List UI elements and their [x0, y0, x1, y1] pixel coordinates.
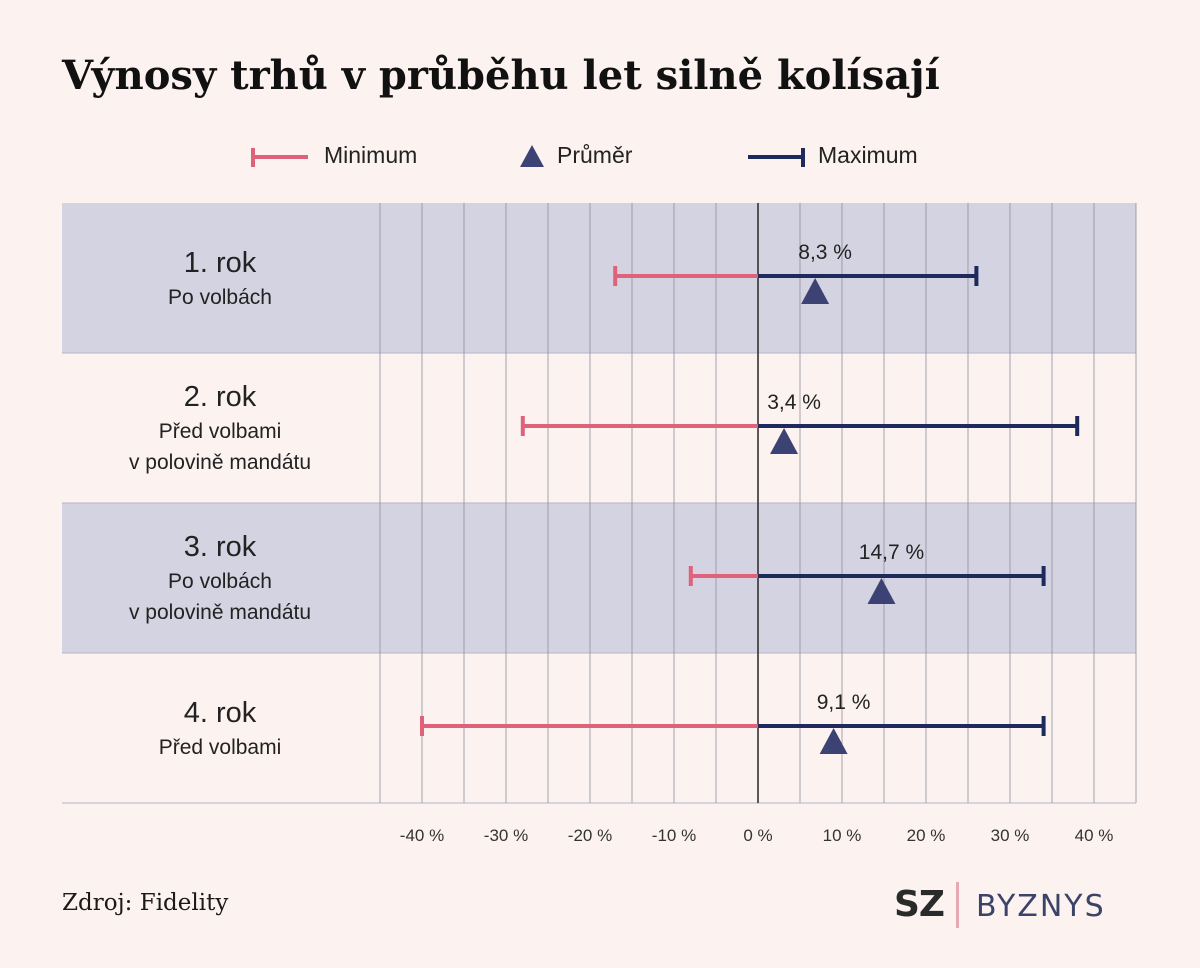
row-sublabel: v polovině mandátu	[129, 451, 311, 474]
row-label: 4. rok	[184, 697, 257, 729]
legend-minimum: Minimum	[250, 136, 417, 176]
range-chart: -40 % -30 % -20 % -10 % 0 % 10 % 20 % 30 % 40 % 1…	[62, 203, 1137, 845]
average-label: 3,4 %	[767, 391, 821, 414]
average-label: 8,3 %	[798, 241, 852, 264]
legend-minimum-marker	[251, 148, 308, 167]
logo-byznys-text: BYZNYS	[976, 889, 1106, 924]
row-sublabel: v polovině mandátu	[129, 601, 311, 624]
legend-maximum-label: Maximum	[818, 142, 918, 168]
row-sublabel: Po volbách	[168, 286, 272, 309]
row-label: 2. rok	[184, 381, 257, 413]
legend-minimum-label: Minimum	[324, 142, 418, 168]
x-tick-label: -10 %	[652, 826, 696, 845]
row-sublabel: Před volbami	[159, 420, 282, 443]
legend: Minimum Průměr Maximum	[0, 136, 1200, 176]
x-tick-label: -40 %	[400, 826, 444, 845]
source-note: Zdroj: Fidelity	[62, 890, 229, 916]
x-tick-label: 20 %	[907, 826, 946, 845]
x-tick-label: 0 %	[743, 826, 772, 845]
average-marker	[801, 278, 830, 304]
x-tick-label: 10 %	[823, 826, 862, 845]
average-marker	[819, 728, 848, 754]
average-label: 9,1 %	[817, 691, 871, 714]
x-tick-label: 30 %	[991, 826, 1030, 845]
logo-sz-text: SZ	[894, 884, 945, 925]
chart-title: Výnosy trhů v průběhu let silně kolísají	[62, 52, 940, 99]
legend-maximum-marker	[748, 148, 805, 167]
row-label: 1. rok	[184, 247, 257, 279]
legend-average-marker	[520, 145, 544, 167]
average-marker	[770, 428, 799, 454]
logo-divider	[956, 882, 959, 928]
row-sublabel: Před volbami	[159, 736, 282, 759]
x-tick-label: -30 %	[484, 826, 528, 845]
x-tick-label: -20 %	[568, 826, 612, 845]
average-label: 14,7 %	[859, 541, 924, 564]
average-marker	[867, 578, 896, 604]
legend-average: Průměr	[519, 136, 632, 176]
legend-maximum: Maximum	[748, 136, 918, 176]
legend-average-label: Průměr	[557, 142, 633, 168]
row-label: 3. rok	[184, 531, 257, 563]
x-tick-label: 40 %	[1075, 826, 1114, 845]
row-sublabel: Po volbách	[168, 570, 272, 593]
